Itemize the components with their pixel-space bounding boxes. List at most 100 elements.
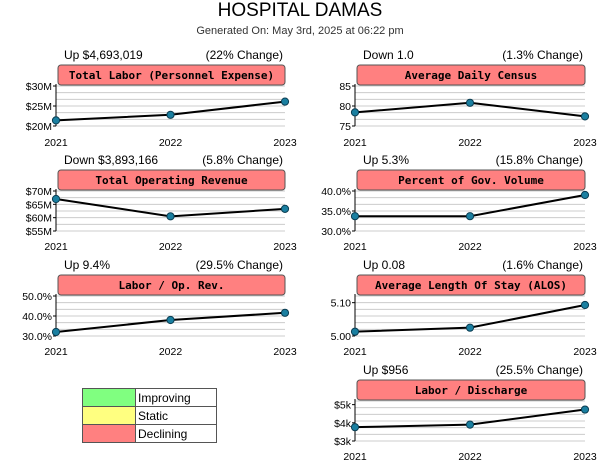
y-tick-label: 40.0% — [22, 311, 52, 323]
data-point — [350, 423, 360, 432]
legend-label-improving: Improving — [135, 388, 217, 407]
pct-change-text: (29.5% Change) — [196, 258, 283, 272]
x-tick-label: 2022 — [159, 137, 183, 149]
chart-panel-1: Up $4,693,019 (22% Change) Total Labor (Pe… — [26, 48, 297, 149]
page-title: HOSPITAL DAMAS — [217, 0, 383, 21]
data-point — [280, 97, 290, 106]
change-text: Up $956 — [363, 363, 409, 377]
chart-title: Total Labor (Personnel Expense) — [69, 69, 274, 82]
y-tick-label: 75 — [339, 121, 351, 133]
y-tick-label: $60M — [26, 213, 52, 225]
chart-header-bar — [356, 274, 586, 296]
pct-change-text: (1.6% Change) — [502, 258, 583, 272]
x-tick-label: 2021 — [44, 241, 68, 253]
pct-change-text: (5.8% Change) — [202, 153, 283, 167]
pct-change-text: (15.8% Change) — [496, 153, 583, 167]
legend-swatch-static — [82, 406, 136, 425]
x-tick-label: 2022 — [159, 241, 183, 253]
change-text: Up 0.08 — [363, 258, 405, 272]
data-point — [580, 300, 590, 310]
y-tick-label: $30M — [26, 81, 52, 93]
data-point — [166, 212, 175, 221]
y-tick-label: $3k — [334, 436, 352, 448]
chart-panel-3: Down $3,893,166 (5.8% Change) Total Operat… — [26, 153, 297, 253]
x-tick-label: 2021 — [44, 346, 68, 358]
y-tick-label: $5k — [334, 400, 352, 412]
chart-title: Labor / Discharge — [415, 384, 528, 397]
y-tick-label: $55M — [26, 226, 52, 238]
x-tick-label: 2023 — [573, 241, 597, 253]
data-point — [51, 116, 61, 125]
x-tick-label: 2022 — [458, 346, 482, 358]
data-point — [166, 315, 175, 325]
y-tick-label: 50.0% — [22, 291, 52, 303]
legend-label-declining: Declining — [135, 424, 217, 443]
x-tick-label: 2022 — [458, 137, 482, 149]
pct-change-text: (1.3% Change) — [502, 48, 583, 62]
x-tick-label: 2022 — [159, 346, 183, 358]
change-text: Up $4,693,019 — [64, 48, 143, 62]
change-text: Up 5.3% — [363, 153, 409, 167]
x-tick-label: 2021 — [343, 241, 367, 253]
change-text: Down $3,893,166 — [64, 153, 158, 167]
y-tick-label: $4k — [334, 418, 352, 430]
x-tick-label: 2021 — [343, 346, 367, 358]
x-tick-label: 2021 — [343, 137, 367, 149]
y-tick-label: $20M — [26, 121, 52, 133]
x-tick-label: 2022 — [458, 241, 482, 253]
chart-panel-2: Down 1.0 (1.3% Change) Average Daily Censu… — [339, 48, 597, 149]
x-tick-label: 2023 — [573, 346, 597, 358]
data-point — [465, 420, 475, 429]
pct-change-text: (25.5% Change) — [496, 363, 583, 377]
chart-panel-7: Up $956 (25.5% Change) Labor / Discharge $3… — [334, 363, 597, 463]
y-tick-label: 85 — [339, 81, 351, 93]
chart-title: Average Length Of Stay (ALOS) — [375, 279, 567, 292]
chart-title: Percent of Gov. Volume — [398, 174, 544, 187]
x-tick-label: 2023 — [573, 451, 597, 463]
legend-row-static: Static — [82, 406, 217, 425]
y-tick-label: $65M — [26, 199, 52, 211]
chart-header-bar — [356, 64, 586, 86]
y-tick-label: 30.0% — [22, 331, 52, 343]
data-point — [350, 108, 360, 117]
data-point — [580, 405, 590, 414]
legend-swatch-improving — [82, 388, 136, 407]
data-point — [51, 327, 61, 337]
chart-panel-4: Up 5.3% (15.8% Change) Percent of Gov. Vol… — [321, 153, 597, 253]
chart-title: Labor / Op. Rev. — [119, 279, 225, 292]
chart-header-bar — [57, 274, 286, 296]
chart-header-bar — [356, 379, 586, 401]
change-text: Down 1.0 — [363, 48, 414, 62]
chart-title: Average Daily Census — [405, 69, 537, 82]
data-point — [580, 190, 590, 200]
legend-swatch-declining — [82, 424, 136, 443]
x-tick-label: 2022 — [458, 451, 482, 463]
y-tick-label: 35.0% — [321, 206, 351, 218]
data-point — [465, 212, 475, 221]
y-tick-label: 30.0% — [321, 226, 351, 238]
y-tick-label: 5.00 — [331, 331, 352, 343]
y-tick-label: 80 — [339, 101, 351, 113]
x-tick-label: 2023 — [273, 137, 297, 149]
x-tick-label: 2023 — [273, 346, 297, 358]
chart-header-bar — [356, 169, 586, 191]
chart-title: Total Operating Revenue — [95, 174, 248, 187]
x-tick-label: 2023 — [273, 241, 297, 253]
y-tick-label: 5.10 — [331, 298, 352, 310]
data-point — [166, 110, 175, 119]
legend-label-static: Static — [135, 406, 217, 425]
data-point — [51, 194, 61, 204]
legend-row-improving: Improving — [82, 388, 217, 407]
y-tick-label: $25M — [26, 101, 52, 113]
x-tick-label: 2021 — [44, 137, 68, 149]
change-text: Up 9.4% — [64, 258, 110, 272]
data-point — [465, 98, 475, 107]
y-tick-label: 40.0% — [321, 186, 351, 198]
chart-header-bar — [57, 64, 286, 86]
data-point — [350, 212, 360, 221]
chart-panel-5: Up 9.4% (29.5% Change) Labor / Op. Rev. 30.… — [22, 258, 297, 358]
pct-change-text: (22% Change) — [206, 48, 283, 62]
data-point — [465, 323, 475, 332]
chart-header-bar — [57, 169, 286, 191]
